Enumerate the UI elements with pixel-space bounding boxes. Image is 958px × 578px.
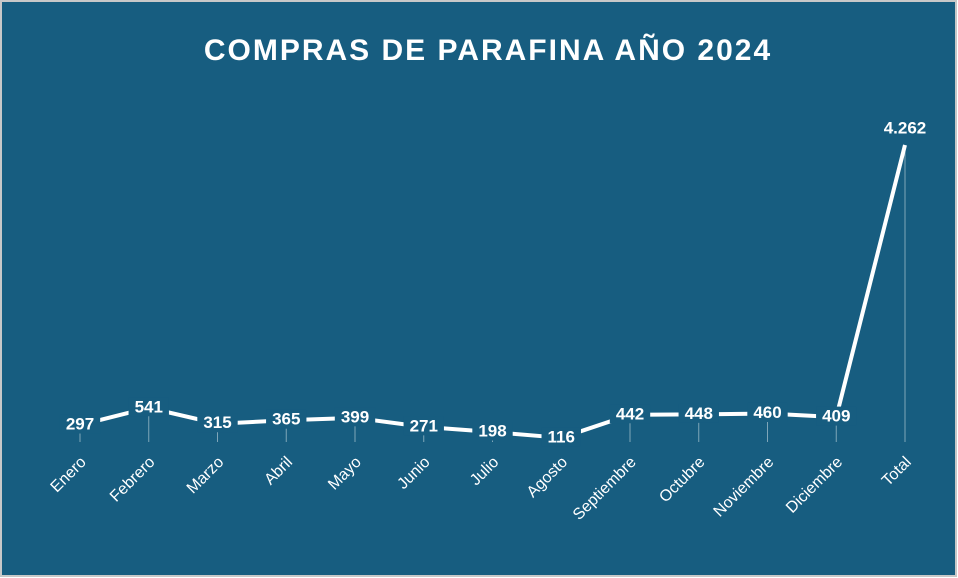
data-label-background [678, 403, 719, 423]
data-label: 297 [66, 415, 94, 434]
data-label-background [128, 397, 169, 417]
data-label: 460 [753, 403, 781, 422]
data-label-background [334, 407, 376, 427]
data-label-group: 4.262 [884, 118, 927, 137]
data-label-background [747, 402, 788, 422]
data-label: 4.262 [884, 118, 927, 137]
data-label: 399 [341, 407, 369, 426]
data-label: 448 [685, 404, 713, 423]
data-label-background [472, 421, 513, 441]
data-label-group: 116 [541, 427, 581, 447]
data-label-background [816, 406, 857, 426]
data-label-background [609, 404, 651, 424]
data-label-background [59, 414, 101, 434]
data-label-group: 365 [266, 409, 307, 429]
data-label-group: 460 [747, 402, 788, 422]
data-label-group: 448 [678, 403, 719, 423]
data-label-background [266, 409, 307, 429]
data-label-group: 541 [128, 397, 169, 417]
data-label-background [197, 413, 238, 433]
data-label-group: 271 [403, 416, 444, 436]
data-label-background [403, 416, 444, 436]
data-label-group: 198 [472, 421, 513, 441]
data-label: 271 [410, 416, 438, 435]
data-label-group: 399 [334, 407, 376, 427]
data-label-group: 297 [59, 414, 101, 434]
data-label: 409 [822, 407, 850, 426]
data-label: 116 [548, 427, 575, 446]
data-label-background [541, 427, 581, 447]
chart-title: COMPRAS DE PARAFINA AÑO 2024 [204, 33, 772, 67]
data-label-group: 442 [609, 404, 651, 424]
data-label: 541 [135, 397, 163, 416]
data-label: 365 [272, 410, 300, 429]
data-label: 198 [478, 422, 506, 441]
data-label-group: 409 [816, 406, 857, 426]
data-label: 442 [616, 404, 644, 423]
data-label-group: 315 [197, 413, 238, 433]
data-label: 315 [203, 413, 231, 432]
